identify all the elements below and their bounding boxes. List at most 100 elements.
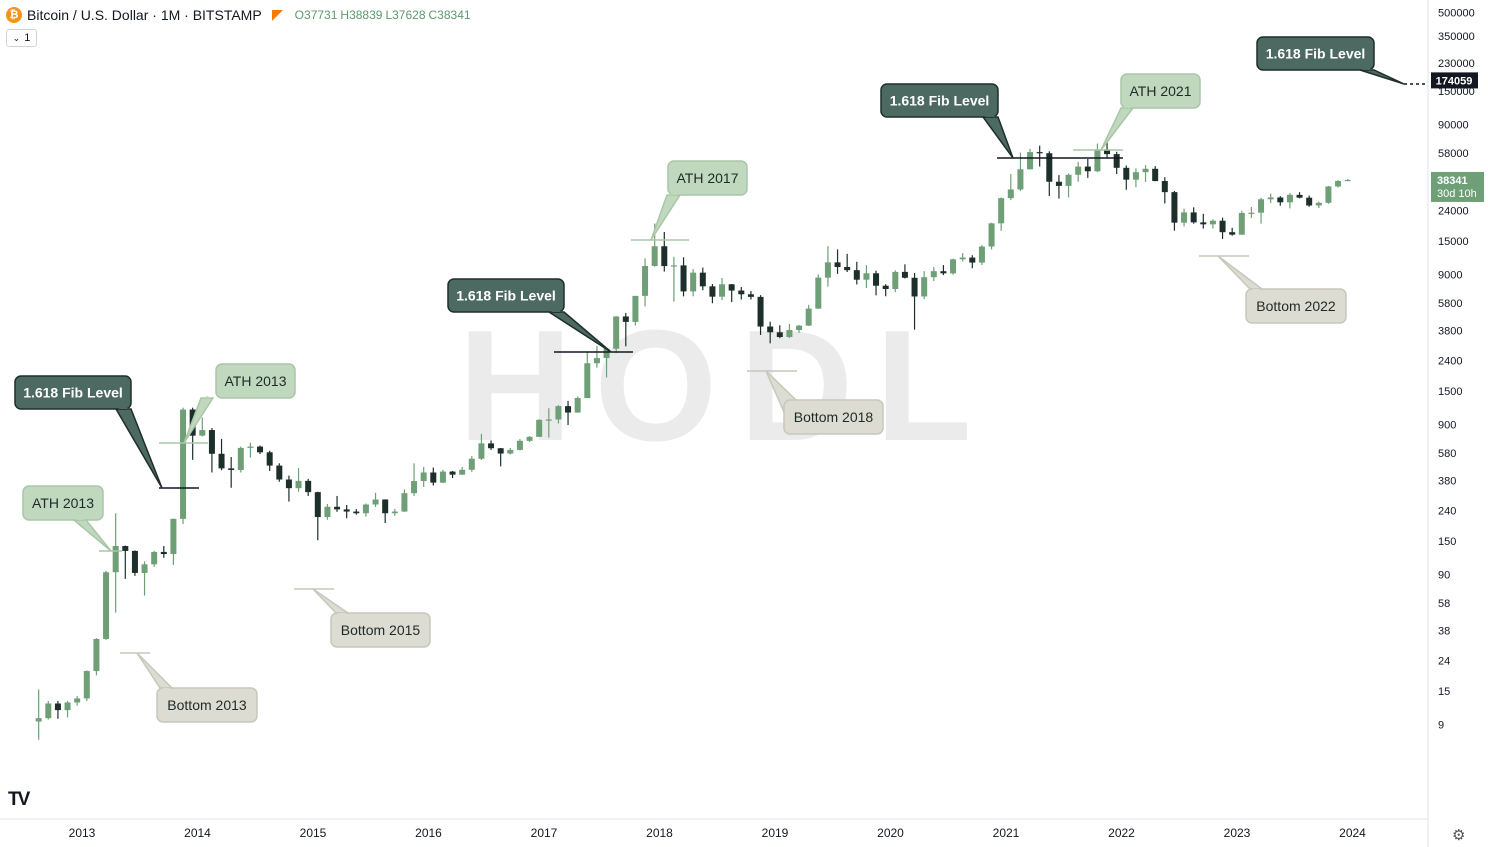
y-tick-label: 58 xyxy=(1438,598,1450,610)
annotation-fib[interactable]: 1.618 Fib Level xyxy=(14,375,199,489)
candle-body xyxy=(1132,172,1139,180)
annotation-bottom[interactable]: Bottom 2015 xyxy=(294,588,431,648)
candle-body xyxy=(1007,189,1014,199)
callout-box[interactable] xyxy=(880,83,999,118)
candle xyxy=(632,295,639,326)
candle xyxy=(449,470,456,479)
candle xyxy=(35,689,42,740)
candle xyxy=(160,546,167,558)
candle xyxy=(1325,185,1332,204)
annotation-bottom[interactable]: Bottom 2018 xyxy=(747,370,884,435)
candle-body xyxy=(1267,197,1274,200)
x-tick-label: 2019 xyxy=(762,826,789,840)
callout-tail xyxy=(981,116,1014,159)
candle xyxy=(719,278,726,301)
candle xyxy=(468,456,475,472)
callout-box[interactable] xyxy=(1245,288,1347,324)
candle-body xyxy=(1075,166,1082,175)
candle xyxy=(921,271,928,300)
callout-box[interactable] xyxy=(1120,73,1201,109)
y-tick-label: 5800 xyxy=(1438,298,1462,310)
candle xyxy=(815,274,822,309)
callout-box[interactable] xyxy=(667,160,748,196)
candle-body xyxy=(632,295,639,322)
callout-box[interactable] xyxy=(156,687,258,723)
annotation-fib[interactable]: 1.618 Fib Level xyxy=(447,278,633,353)
annotation-label: ATH 2017 xyxy=(677,170,739,186)
annotation-label: 1.618 Fib Level xyxy=(456,288,556,304)
candle xyxy=(1306,195,1313,207)
candle xyxy=(1007,174,1014,201)
candle-body xyxy=(1152,168,1159,182)
candle-body xyxy=(468,458,475,470)
candle-body xyxy=(208,430,215,454)
callout-seam xyxy=(1361,68,1373,70)
candle xyxy=(1181,208,1188,227)
candle-body xyxy=(1296,194,1303,198)
annotation-bottom[interactable]: Bottom 2013 xyxy=(120,652,258,723)
annotation-fib[interactable]: 1.618 Fib Level xyxy=(1256,36,1428,85)
symbol-title[interactable]: Bitcoin / U.S. Dollar · 1M · BITSTAMP xyxy=(27,7,262,23)
annotation-ath[interactable]: ATH 2017 xyxy=(631,160,748,241)
candle-body xyxy=(834,262,841,267)
candle-body xyxy=(1161,181,1168,193)
candle xyxy=(661,231,668,272)
x-tick-label: 2023 xyxy=(1224,826,1251,840)
candle xyxy=(257,445,264,455)
callout-box[interactable] xyxy=(22,485,104,521)
tradingview-logo-icon[interactable]: TV xyxy=(8,789,30,810)
time-axis[interactable]: 2013 2014 2015 2016 2017 2018 2019 2020 2021 2022… xyxy=(69,826,1367,840)
candle xyxy=(998,197,1005,231)
annotation-ath[interactable]: ATH 2021 xyxy=(1073,73,1201,151)
flag-icon[interactable] xyxy=(271,9,283,21)
candles xyxy=(35,141,1351,740)
candle-body xyxy=(555,406,562,420)
candle xyxy=(266,450,273,471)
candle-body xyxy=(1344,179,1351,182)
candle-body xyxy=(911,277,918,297)
candle-body xyxy=(1335,180,1342,187)
candle xyxy=(1190,207,1197,224)
callout-box[interactable] xyxy=(783,399,884,435)
candle-body xyxy=(796,325,803,331)
gear-icon[interactable]: ⚙ xyxy=(1452,827,1466,844)
annotation-ath[interactable]: ATH 2013 xyxy=(22,485,122,552)
candle-body xyxy=(1258,199,1265,213)
price-axis[interactable]: 9 15 24 38 58 90 150 240 380 580 900 1500 2400 3800 58… xyxy=(1438,8,1475,732)
annotation-fib[interactable]: 1.618 Fib Level xyxy=(880,83,1123,159)
annotation-ath[interactable]: ATH 2013 xyxy=(159,363,296,444)
y-tick-label: 2400 xyxy=(1438,355,1462,367)
candle-body xyxy=(131,550,138,573)
callout-tail xyxy=(114,408,163,489)
candle-body xyxy=(199,430,206,436)
collapse-button[interactable]: ⌄ 1 xyxy=(6,29,37,47)
candle-body xyxy=(824,262,831,278)
candle xyxy=(372,492,379,508)
candle-body xyxy=(391,511,398,514)
candle-body xyxy=(247,446,254,448)
candle xyxy=(680,257,687,297)
candle-body xyxy=(719,284,726,297)
candle xyxy=(285,475,292,502)
candle-body xyxy=(950,259,957,274)
candle xyxy=(151,550,158,567)
candle-body xyxy=(305,480,312,493)
x-tick-label: 2014 xyxy=(184,826,211,840)
candle-body xyxy=(1027,152,1034,170)
callout-box[interactable] xyxy=(14,375,132,410)
candle-body xyxy=(1104,149,1111,155)
annotation-bottom[interactable]: Bottom 2022 xyxy=(1199,255,1347,324)
candle xyxy=(305,478,312,496)
callout-box[interactable] xyxy=(1256,36,1375,71)
annotations[interactable]: ATH 2013 ATH 2013 ATH 2017 ATH 2021 Bottom 2… xyxy=(14,36,1428,723)
candle-body xyxy=(545,419,552,421)
candle-body xyxy=(680,265,687,292)
candle-body xyxy=(901,271,908,278)
callout-box[interactable] xyxy=(447,278,565,313)
callout-box[interactable] xyxy=(215,363,296,399)
candle-body xyxy=(613,316,620,349)
candle xyxy=(796,324,803,333)
callout-box[interactable] xyxy=(330,612,431,648)
candle-body xyxy=(1238,212,1245,235)
